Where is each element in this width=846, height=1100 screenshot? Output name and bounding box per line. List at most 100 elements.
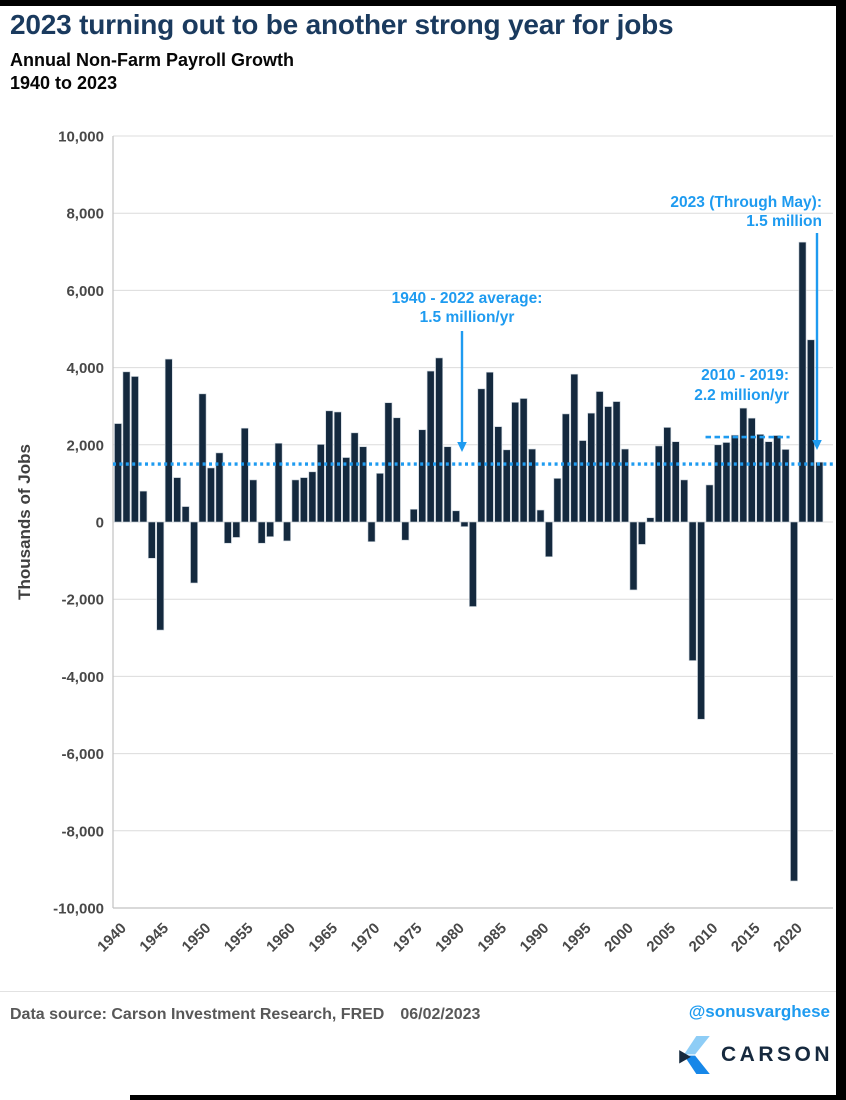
bar-1953	[224, 521, 232, 544]
x-tick-label: 2005	[643, 920, 679, 956]
x-tick-label: 1940	[94, 920, 130, 956]
bar-1942	[131, 376, 139, 523]
bar-1943	[139, 490, 148, 523]
bar-2001	[629, 521, 638, 591]
bar-1977	[426, 370, 435, 523]
bar-1962	[300, 477, 308, 523]
bar-2002	[638, 521, 646, 545]
bar-1959	[274, 442, 283, 523]
twitter-handle[interactable]: @sonusvarghese	[688, 1002, 830, 1021]
bar-2016	[756, 434, 765, 523]
bar-1966	[333, 411, 342, 523]
x-tick-label: 2020	[770, 920, 806, 956]
x-tick-label: 1955	[221, 920, 257, 956]
x-tick-label: 1970	[348, 920, 384, 956]
bar-2007	[680, 479, 689, 523]
bar-1993	[562, 413, 570, 523]
average-annotation-arrow-head	[457, 442, 467, 452]
bar-1956	[249, 479, 258, 523]
bar-1992	[553, 478, 562, 523]
subtitle-line1: Annual Non-Farm Payroll Growth	[10, 50, 295, 70]
bar-1981	[460, 521, 469, 527]
bar-1988	[519, 398, 528, 523]
bar-1950	[198, 393, 207, 523]
right-border	[836, 0, 846, 1100]
x-tick-label: 1980	[432, 920, 468, 956]
bar-2020	[790, 521, 798, 882]
bar-2006	[671, 441, 680, 523]
bar-1987	[511, 402, 520, 523]
chart-subtitle: Annual Non-Farm Payroll Growth 1940 to 2…	[10, 49, 294, 95]
annotation-text: 1.5 million	[746, 213, 822, 230]
top-border	[0, 0, 846, 6]
logo-bottom-wing	[684, 1055, 710, 1074]
bar-1951	[207, 467, 215, 523]
x-tick-label: 2015	[728, 920, 764, 956]
subtitle-line2: 1940 to 2023	[10, 73, 118, 93]
bar-1945	[156, 521, 165, 631]
bar-1955	[240, 427, 249, 523]
x-tick-label: 1995	[559, 920, 595, 956]
bar-1999	[612, 401, 621, 523]
bar-2011	[714, 444, 722, 523]
y-tick-label: -2,000	[61, 592, 104, 609]
bar-1975	[409, 508, 418, 523]
bar-1944	[147, 521, 156, 559]
bar-1991	[545, 521, 553, 558]
x-tick-label: 2010	[686, 920, 722, 956]
bar-1941	[122, 371, 131, 523]
bar-2000	[621, 448, 629, 523]
bar-2023	[815, 461, 824, 523]
bar-1940	[114, 423, 122, 523]
bar-1974	[401, 521, 410, 541]
x-tick-label: 2000	[601, 920, 637, 956]
annotation-text: 2.2 million/yr	[694, 387, 789, 404]
logo-dark-triangle	[679, 1050, 691, 1064]
bar-1949	[190, 521, 198, 584]
bar-1984	[485, 371, 494, 523]
bar-1989	[528, 448, 536, 523]
y-tick-label: 0	[96, 515, 104, 532]
bar-1994	[570, 373, 579, 523]
bar-1947	[173, 477, 182, 523]
bar-2009	[697, 521, 705, 720]
bar-1970	[367, 521, 376, 542]
bar-1982	[469, 521, 477, 607]
bar-1958	[266, 521, 274, 537]
carson-logo: CARSON	[678, 1036, 833, 1074]
bar-2004	[654, 445, 663, 523]
bar-2018	[773, 435, 781, 523]
x-tick-label: 1950	[179, 920, 215, 956]
latest-annotation-arrow-head	[812, 440, 822, 450]
bar-1971	[376, 473, 384, 523]
x-tick-label: 1945	[136, 920, 172, 956]
y-tick-label: 8,000	[66, 206, 104, 223]
x-tick-label: 1975	[390, 920, 426, 956]
bar-2010	[705, 484, 714, 523]
bar-1954	[232, 521, 241, 538]
y-axis-title: Thousands of Jobs	[15, 444, 34, 600]
bar-1948	[181, 506, 190, 523]
annotation-text: 1940 - 2022 average:	[392, 290, 543, 307]
bar-2021	[798, 241, 807, 523]
annotation-text: 2010 - 2019:	[701, 367, 789, 384]
bar-2012	[722, 442, 731, 523]
logo-top-wing	[684, 1036, 710, 1055]
page-title: 2023 turning out to be another strong ye…	[10, 9, 674, 40]
bottom-border	[130, 1095, 846, 1100]
bar-1963	[308, 471, 317, 523]
bar-1969	[359, 446, 367, 523]
bar-1965	[325, 410, 334, 523]
bar-1973	[393, 417, 401, 523]
bar-1972	[384, 402, 393, 523]
y-tick-label: 6,000	[66, 283, 104, 300]
bar-1978	[435, 357, 443, 523]
x-tick-label: 1965	[305, 920, 341, 956]
bar-1946	[164, 358, 173, 523]
bar-1967	[342, 457, 351, 523]
carson-logo-text: CARSON	[720, 1043, 833, 1066]
y-tick-label: -8,000	[61, 823, 104, 840]
source-text: Data source: Carson Investment Research,…	[10, 1006, 385, 1023]
carson-logo-icon	[679, 1036, 710, 1074]
